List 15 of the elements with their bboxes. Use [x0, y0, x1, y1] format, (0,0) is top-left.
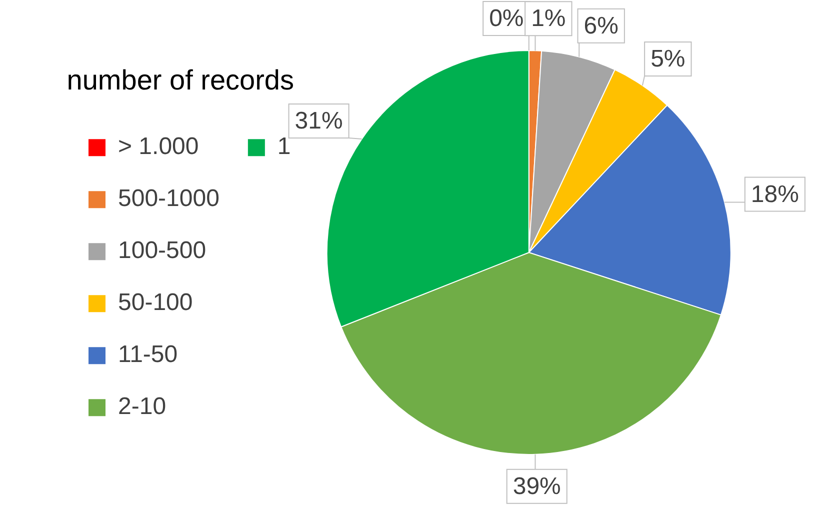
- legend-label: 50-100: [118, 289, 193, 316]
- legend-label: 100-500: [118, 237, 206, 264]
- data-label: 1%: [531, 5, 566, 32]
- data-label: 39%: [512, 473, 561, 500]
- data-label: 5%: [650, 46, 686, 73]
- data-label: 31%: [294, 108, 343, 135]
- legend-title: number of records: [66, 64, 294, 96]
- legend-label: > 1.000: [118, 133, 199, 160]
- legend-label: 11-50: [118, 341, 178, 368]
- legend-label: 500-1000: [118, 185, 220, 212]
- text: 0%: [489, 5, 524, 32]
- data-label: 6%: [584, 12, 618, 40]
- legend-label: 1: [277, 133, 291, 160]
- legend-label: 2-10: [118, 393, 166, 420]
- data-label: 18%: [750, 180, 799, 208]
